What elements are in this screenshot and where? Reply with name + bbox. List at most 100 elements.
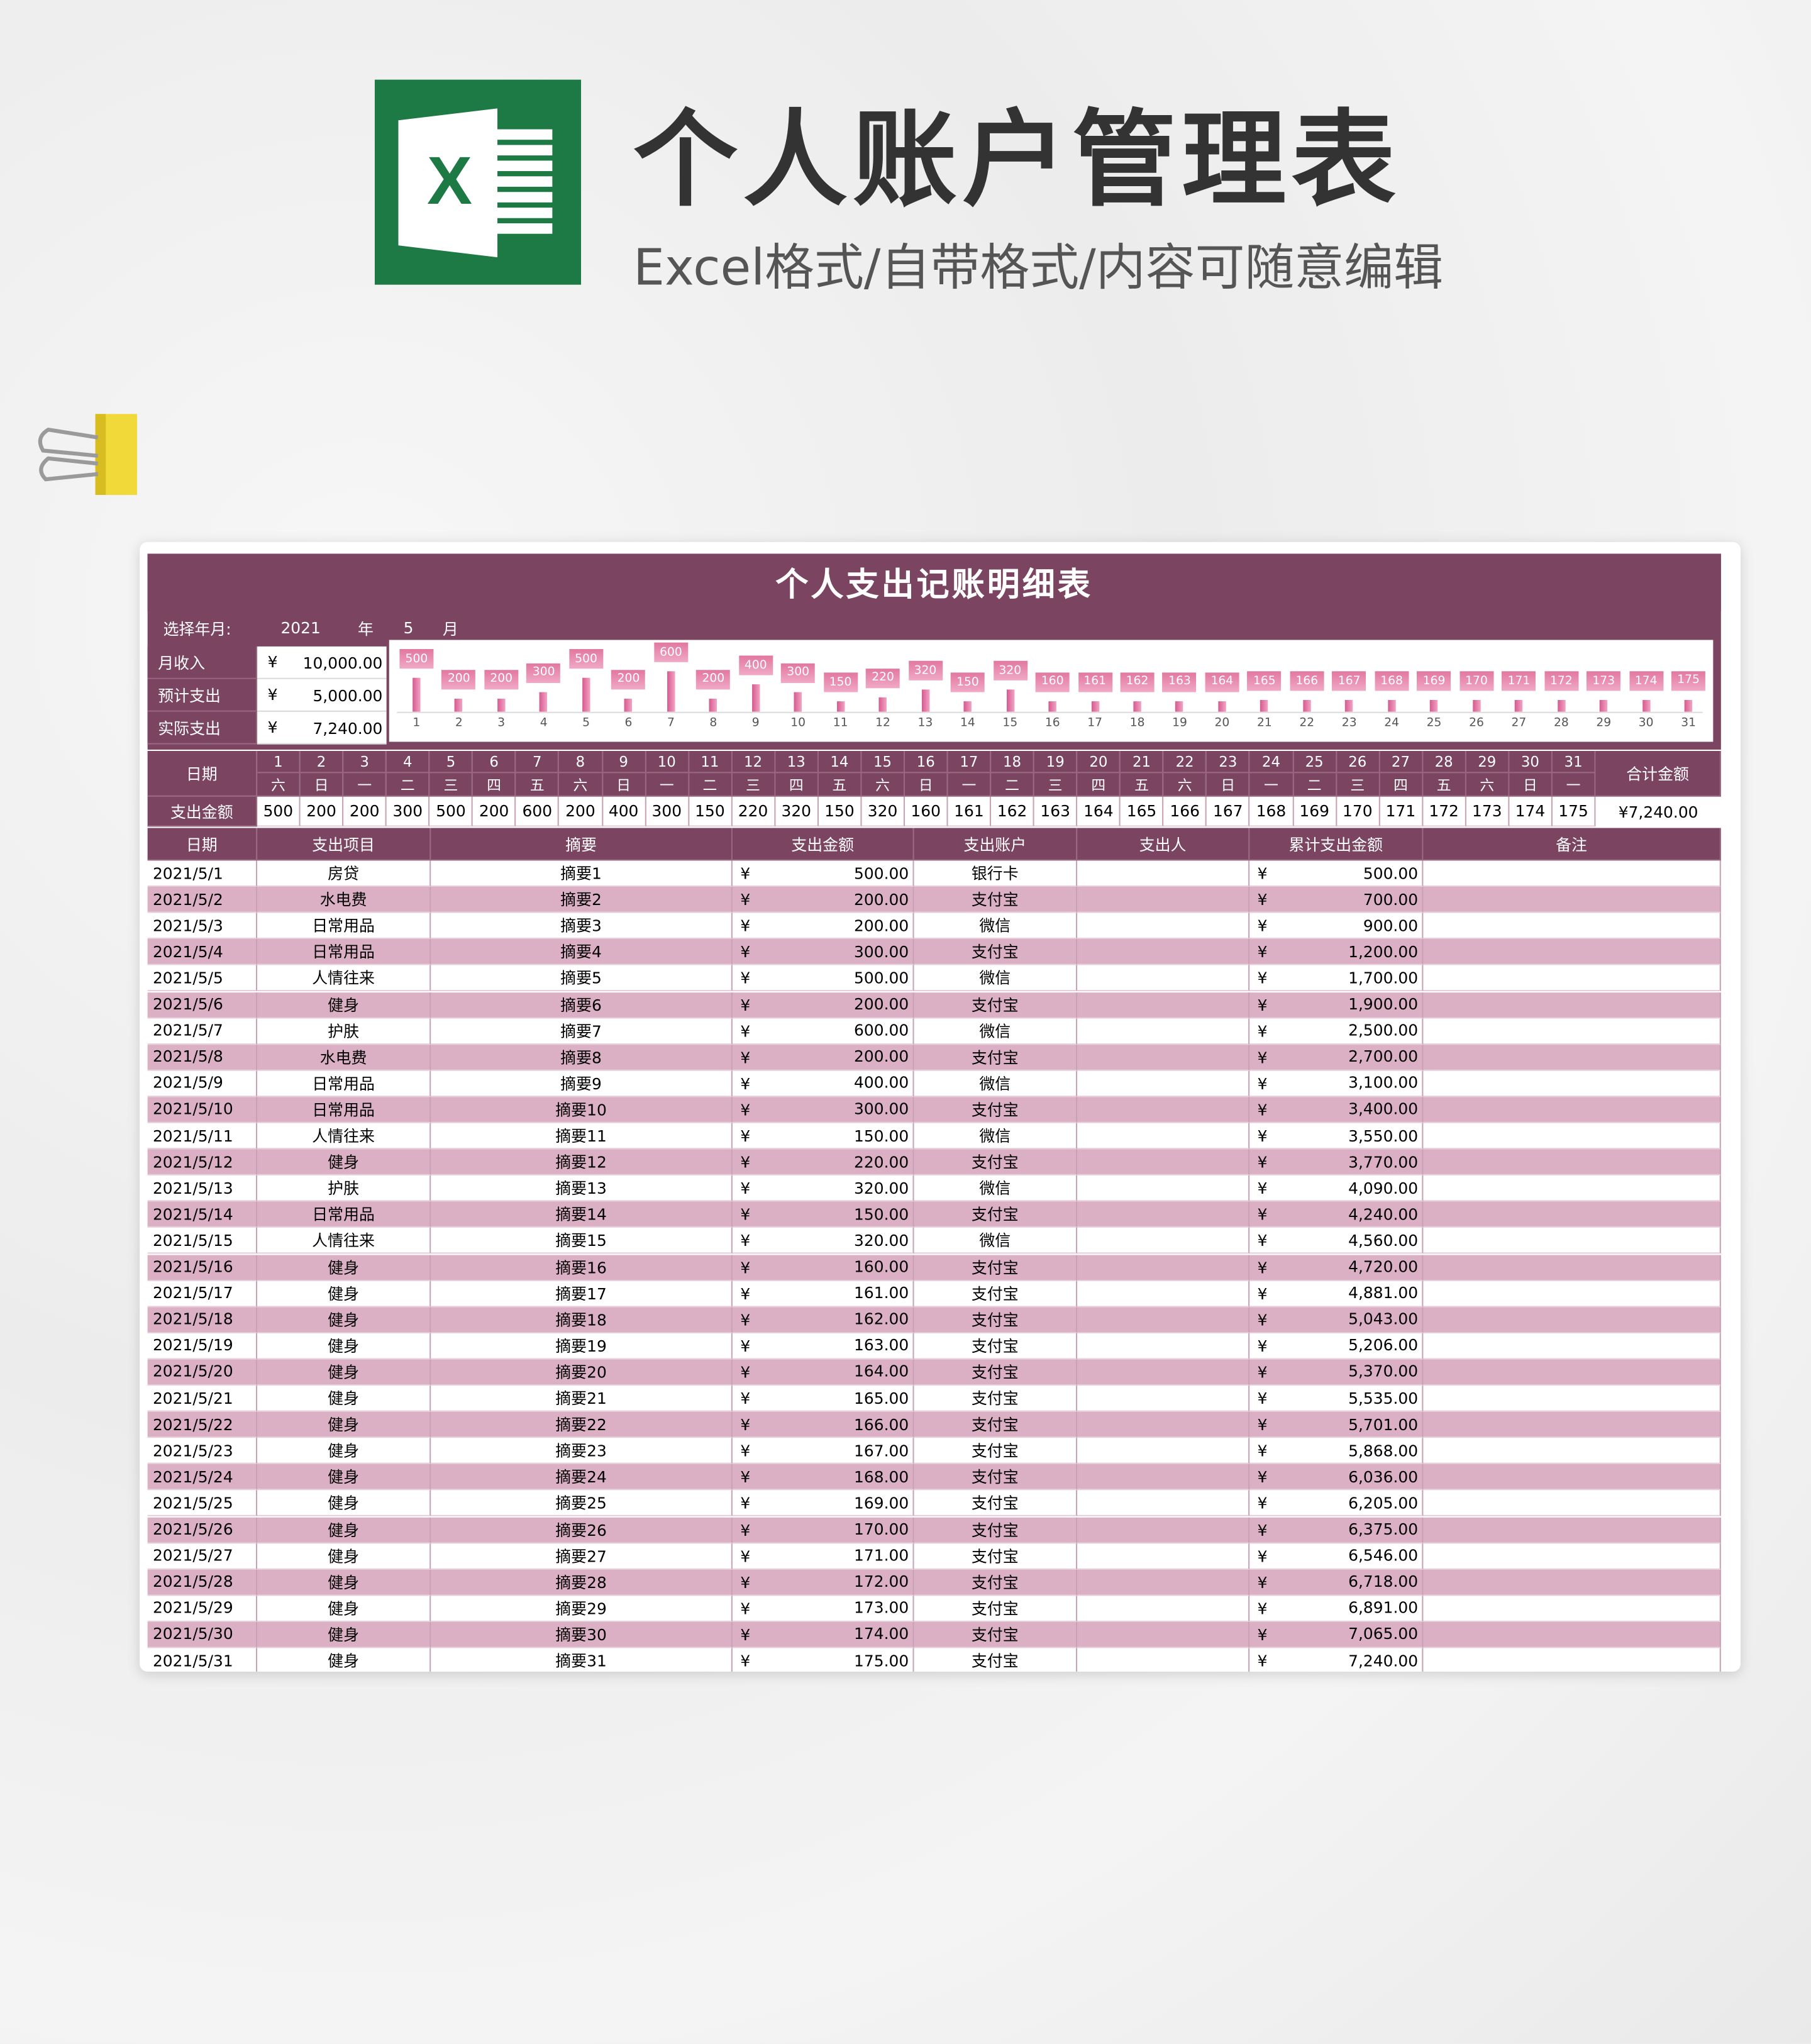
table-row[interactable]: 2021/5/21 健身 摘要21 165.00 ¥ 支付宝 5,535.00 ¥ (147, 1386, 1721, 1412)
payer-cell[interactable] (1077, 1306, 1250, 1333)
payer-cell[interactable] (1077, 1097, 1250, 1123)
note-cell[interactable] (1423, 1280, 1721, 1307)
chart-x-tick: 1 (413, 716, 421, 730)
payer-cell[interactable] (1077, 1464, 1250, 1491)
note-cell[interactable] (1423, 1491, 1721, 1517)
table-row[interactable]: 2021/5/5 人情往来 摘要5 500.00 ¥ 微信 1,700.00 ¥ (147, 965, 1721, 992)
year-value[interactable]: 2021 (280, 619, 321, 638)
table-row[interactable]: 2021/5/9 日常用品 摘要9 400.00 ¥ 微信 3,100.00 ¥ (147, 1070, 1721, 1097)
note-cell[interactable] (1423, 1333, 1721, 1360)
note-cell[interactable] (1423, 1569, 1721, 1596)
note-cell[interactable] (1423, 1648, 1721, 1672)
table-row[interactable]: 2021/5/17 健身 摘要17 161.00 ¥ 支付宝 4,881.00 ¥ (147, 1280, 1721, 1307)
payer-cell[interactable] (1077, 1411, 1250, 1438)
note-cell[interactable] (1423, 939, 1721, 966)
payer-cell[interactable] (1077, 1621, 1250, 1648)
payer-cell[interactable] (1077, 1386, 1250, 1412)
table-row[interactable]: 2021/5/4 日常用品 摘要4 300.00 ¥ 支付宝 1,200.00 ¥ (147, 939, 1721, 966)
table-row[interactable]: 2021/5/25 健身 摘要25 169.00 ¥ 支付宝 6,205.00 ¥ (147, 1491, 1721, 1517)
payer-cell[interactable] (1077, 1569, 1250, 1596)
table-row[interactable]: 2021/5/19 健身 摘要19 163.00 ¥ 支付宝 5,206.00 ¥ (147, 1333, 1721, 1360)
table-row[interactable]: 2021/5/8 水电费 摘要8 200.00 ¥ 支付宝 2,700.00 ¥ (147, 1044, 1721, 1071)
payer-cell[interactable] (1077, 1543, 1250, 1570)
note-cell[interactable] (1423, 860, 1721, 887)
note-cell[interactable] (1423, 1149, 1721, 1176)
note-cell[interactable] (1423, 992, 1721, 1018)
note-cell[interactable] (1423, 1044, 1721, 1071)
note-cell[interactable] (1423, 1386, 1721, 1412)
table-row[interactable]: 2021/5/16 健身 摘要16 160.00 ¥ 支付宝 4,720.00 ¥ (147, 1254, 1721, 1281)
table-row[interactable]: 2021/5/7 护肤 摘要7 600.00 ¥ 微信 2,500.00 ¥ (147, 1018, 1721, 1045)
table-row[interactable]: 2021/5/23 健身 摘要23 167.00 ¥ 支付宝 5,868.00 ¥ (147, 1438, 1721, 1465)
table-row[interactable]: 2021/5/14 日常用品 摘要14 150.00 ¥ 支付宝 4,240.00 ¥ (147, 1201, 1721, 1228)
table-row[interactable]: 2021/5/13 护肤 摘要13 320.00 ¥ 微信 4,090.00 ¥ (147, 1175, 1721, 1202)
payer-cell[interactable] (1077, 1018, 1250, 1045)
payer-cell[interactable] (1077, 939, 1250, 966)
note-cell[interactable] (1423, 965, 1721, 992)
payer-cell[interactable] (1077, 1201, 1250, 1228)
table-row[interactable]: 2021/5/2 水电费 摘要2 200.00 ¥ 支付宝 700.00 ¥ (147, 887, 1721, 913)
table-row[interactable]: 2021/5/31 健身 摘要31 175.00 ¥ 支付宝 7,240.00 ¥ (147, 1648, 1721, 1672)
cumulative-cell: 4,560.00 (1249, 1228, 1424, 1255)
payer-cell[interactable] (1077, 1596, 1250, 1622)
table-row[interactable]: 2021/5/10 日常用品 摘要10 300.00 ¥ 支付宝 3,400.00 ¥ (147, 1097, 1721, 1123)
payer-cell[interactable] (1077, 1516, 1250, 1543)
note-cell[interactable] (1423, 1516, 1721, 1543)
payer-cell[interactable] (1077, 1149, 1250, 1176)
payer-cell[interactable] (1077, 1175, 1250, 1202)
note-cell[interactable] (1423, 1438, 1721, 1465)
table-row[interactable]: 2021/5/15 人情往来 摘要15 320.00 ¥ 微信 4,560.00 ¥ (147, 1228, 1721, 1255)
payer-cell[interactable] (1077, 1359, 1250, 1386)
note-cell[interactable] (1423, 1411, 1721, 1438)
note-cell[interactable] (1423, 1123, 1721, 1150)
note-cell[interactable] (1423, 1070, 1721, 1097)
note-cell[interactable] (1423, 1097, 1721, 1123)
note-cell[interactable] (1423, 1201, 1721, 1228)
note-cell[interactable] (1423, 913, 1721, 940)
amount-cell: 164.00 (732, 1359, 914, 1386)
payer-cell[interactable] (1077, 1123, 1250, 1150)
note-cell[interactable] (1423, 1464, 1721, 1491)
currency-symbol: ¥ (740, 1074, 751, 1093)
payer-cell[interactable] (1077, 1491, 1250, 1517)
table-row[interactable]: 2021/5/24 健身 摘要24 168.00 ¥ 支付宝 6,036.00 ¥ (147, 1464, 1721, 1491)
table-row[interactable]: 2021/5/1 房贷 摘要1 500.00 ¥ 银行卡 500.00 ¥ (147, 860, 1721, 887)
payer-cell[interactable] (1077, 1254, 1250, 1281)
table-row[interactable]: 2021/5/12 健身 摘要12 220.00 ¥ 支付宝 3,770.00 ¥ (147, 1149, 1721, 1176)
payer-cell[interactable] (1077, 1648, 1250, 1672)
table-row[interactable]: 2021/5/30 健身 摘要30 174.00 ¥ 支付宝 7,065.00 ¥ (147, 1621, 1721, 1648)
payer-cell[interactable] (1077, 860, 1250, 887)
payer-cell[interactable] (1077, 887, 1250, 913)
table-row[interactable]: 2021/5/28 健身 摘要28 172.00 ¥ 支付宝 6,718.00 ¥ (147, 1569, 1721, 1596)
payer-cell[interactable] (1077, 913, 1250, 940)
note-cell[interactable] (1423, 1228, 1721, 1255)
payer-cell[interactable] (1077, 1333, 1250, 1360)
note-cell[interactable] (1423, 1596, 1721, 1622)
payer-cell[interactable] (1077, 1280, 1250, 1307)
table-row[interactable]: 2021/5/11 人情往来 摘要11 150.00 ¥ 微信 3,550.00 ¥ (147, 1123, 1721, 1150)
table-row[interactable]: 2021/5/20 健身 摘要20 164.00 ¥ 支付宝 5,370.00 ¥ (147, 1359, 1721, 1386)
table-row[interactable]: 2021/5/27 健身 摘要27 171.00 ¥ 支付宝 6,546.00 ¥ (147, 1543, 1721, 1570)
table-row[interactable]: 2021/5/6 健身 摘要6 200.00 ¥ 支付宝 1,900.00 ¥ (147, 992, 1721, 1018)
payer-cell[interactable] (1077, 1438, 1250, 1465)
account-cell: 支付宝 (914, 1280, 1078, 1307)
note-cell[interactable] (1423, 1543, 1721, 1570)
note-cell[interactable] (1423, 1254, 1721, 1281)
payer-cell[interactable] (1077, 992, 1250, 1018)
payer-cell[interactable] (1077, 1044, 1250, 1071)
payer-cell[interactable] (1077, 1070, 1250, 1097)
payer-cell[interactable] (1077, 1228, 1250, 1255)
note-cell[interactable] (1423, 887, 1721, 913)
note-cell[interactable] (1423, 1306, 1721, 1333)
table-row[interactable]: 2021/5/22 健身 摘要22 166.00 ¥ 支付宝 5,701.00 ¥ (147, 1411, 1721, 1438)
table-row[interactable]: 2021/5/18 健身 摘要18 162.00 ¥ 支付宝 5,043.00 ¥ (147, 1306, 1721, 1333)
payer-cell[interactable] (1077, 965, 1250, 992)
table-row[interactable]: 2021/5/26 健身 摘要26 170.00 ¥ 支付宝 6,375.00 ¥ (147, 1516, 1721, 1543)
table-row[interactable]: 2021/5/3 日常用品 摘要3 200.00 ¥ 微信 900.00 ¥ (147, 913, 1721, 940)
note-cell[interactable] (1423, 1018, 1721, 1045)
note-cell[interactable] (1423, 1359, 1721, 1386)
table-row[interactable]: 2021/5/29 健身 摘要29 173.00 ¥ 支付宝 6,891.00 ¥ (147, 1596, 1721, 1622)
note-cell[interactable] (1423, 1621, 1721, 1648)
month-value[interactable]: 5 (403, 619, 414, 638)
note-cell[interactable] (1423, 1175, 1721, 1202)
